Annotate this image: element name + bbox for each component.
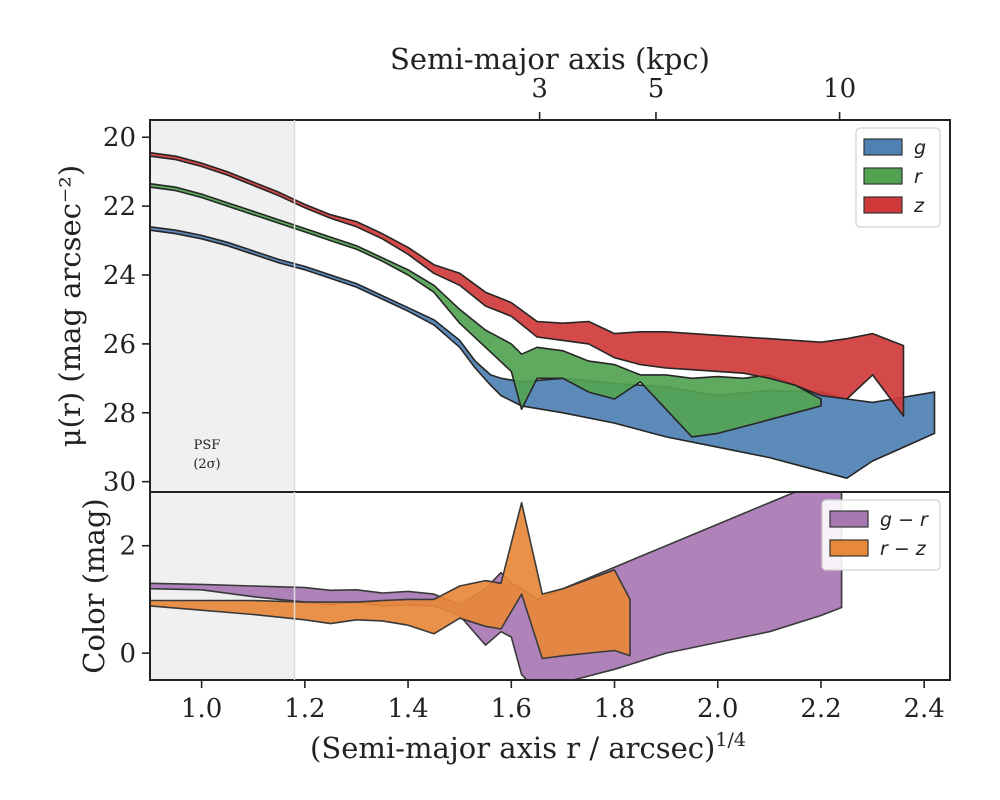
bottom-axis-title: (Semi-major axis r / arcsec)1/4 [310,729,746,765]
top-axis-title: Semi-major axis (kpc) [390,42,710,76]
bottom-axis-title-exponent: 1/4 [715,729,746,751]
y-tick-label: 0 [119,639,136,669]
x-tick-label: 2.2 [800,694,841,724]
top-tick-label: 10 [823,74,856,104]
legend-top: grz [855,127,941,228]
y-tick-label: 22 [103,192,136,222]
color-panel: 02 1.0 1.2 1.4 1.6 1.8 2.0 2.2 2.4 g − rr − z C… [77,491,951,724]
legend-swatch [863,196,903,214]
legend-label: r [914,166,923,188]
color-bands [150,492,843,680]
legend-label: z [913,195,925,217]
bottom-panel-frame [149,491,951,681]
top-tick-label: 5 [648,74,665,104]
y-tick-label: 24 [103,261,136,291]
psf-region [150,120,295,492]
x-tick-label: 1.2 [284,694,325,724]
y-tick-label: 2 [119,532,136,562]
x-tick-label: 1.8 [594,694,635,724]
x-tick-label: 1.4 [387,694,428,724]
legend-swatch [829,539,869,557]
legend-swatch [829,510,869,528]
top-tick-label: 3 [531,74,548,104]
psf-label-line1: PSF [194,438,221,453]
bottom-axis-title-main: (Semi-major axis r / arcsec) [310,731,715,765]
legend-label: g [914,137,926,159]
legend-label: g − r [880,509,929,531]
legend-swatch [863,167,903,185]
surface-brightness-bands [150,151,936,480]
color-band-rz [150,501,631,660]
x-tick-label: 2.4 [904,694,945,724]
y-tick-label: 20 [103,123,136,153]
y-tick-label: 30 [103,468,136,498]
x-tick-label: 2.0 [697,694,738,724]
x-tick-label: 1.6 [491,694,532,724]
legend-label: r − z [880,538,927,560]
y-ticks-top: 20 22 24 26 28 30 [103,123,150,498]
top-kpc-ticks: 351020305075100 [531,74,856,120]
y-axis-title-top: μ(r) (mag arcsec⁻²) [53,165,87,447]
legend-swatch [863,138,903,156]
y-axis-title-bottom: Color (mag) [77,498,111,673]
y-tick-label: 28 [103,399,136,429]
y-tick-label: 26 [103,330,136,360]
psf-label-line2: (2σ) [193,457,220,472]
sb-band-r [150,182,822,438]
sb-band-z [150,151,905,418]
x-tick-label: 1.0 [181,694,222,724]
legend-bottom: g − r r − z [821,499,941,571]
y-ticks-bottom: 02 [119,532,150,669]
x-ticks-bottom: 1.0 1.2 1.4 1.6 1.8 2.0 2.2 2.4 [181,680,945,724]
